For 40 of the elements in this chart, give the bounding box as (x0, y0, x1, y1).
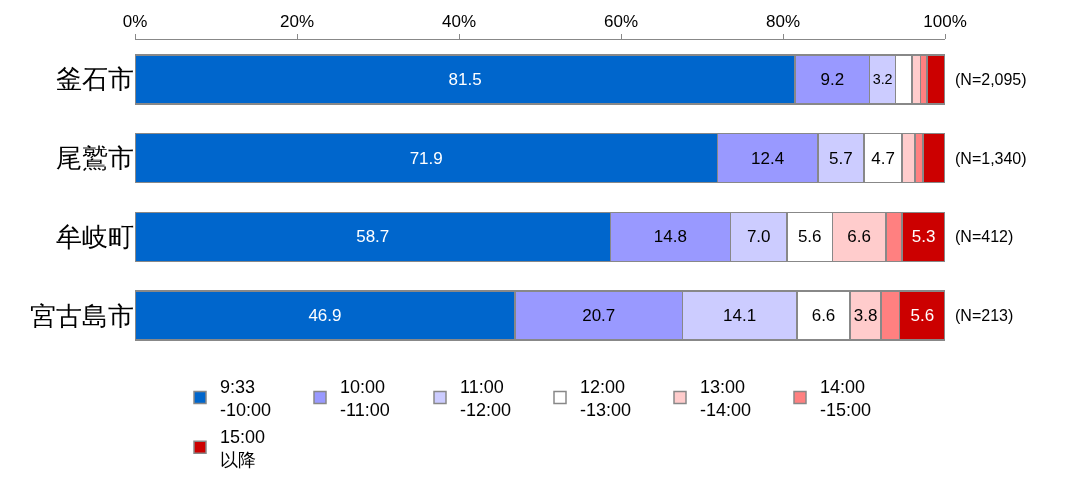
data-label: 46.9 (308, 306, 342, 326)
data-label: 58.7 (356, 227, 390, 247)
x-tick-label: 0% (122, 12, 148, 32)
x-tick-label: 100% (923, 12, 967, 32)
legend-label: 9:33 -10:00 (220, 376, 272, 421)
data-label: 5.3 (911, 227, 936, 247)
data-label: 4.7 (871, 148, 895, 168)
data-label: 5.6 (910, 306, 935, 326)
data-label: 6.6 (847, 227, 871, 247)
x-tick-label: 60% (603, 12, 639, 32)
data-label: 7.0 (746, 227, 771, 247)
legend-label: 15:00 以降 (220, 426, 266, 471)
data-label: 3.8 (853, 306, 878, 326)
legend-label: 14:00 -15:00 (820, 376, 872, 421)
y-tick-label: 尾鷲市 (56, 143, 134, 174)
data-label: 20.7 (582, 306, 616, 326)
data-label: 5.7 (829, 148, 853, 168)
x-tick-label: 40% (441, 12, 477, 32)
text: (N=2,095) (955, 71, 1027, 88)
data-label: 71.9 (409, 148, 443, 168)
text: (N=213) (955, 307, 1014, 324)
data-label: 14.8 (653, 227, 687, 247)
data-label: 81.5 (448, 69, 482, 89)
y-tick-label: 牟岐町 (56, 221, 134, 252)
text: (N=1,340) (955, 150, 1027, 167)
x-tick-label: 80% (765, 12, 801, 32)
y-tick-label: 宮古島市 (30, 300, 134, 331)
y-tick-label: 釜石市 (56, 64, 134, 95)
legend-label: 12:00 -13:00 (580, 376, 632, 421)
data-label: 12.4 (751, 148, 785, 168)
legend-label: 11:00 -12:00 (460, 376, 512, 421)
data-label: 5.6 (797, 227, 822, 247)
legend-label: 10:00 -11:00 (340, 376, 390, 421)
data-label: 9.2 (820, 69, 845, 89)
x-tick-label: 20% (279, 12, 315, 32)
data-label: 6.6 (811, 306, 836, 326)
legend-label: 13:00 -14:00 (700, 376, 752, 421)
data-label: 14.1 (723, 306, 757, 326)
data-label: 3.2 (872, 71, 893, 88)
text: (N=412) (955, 228, 1014, 245)
